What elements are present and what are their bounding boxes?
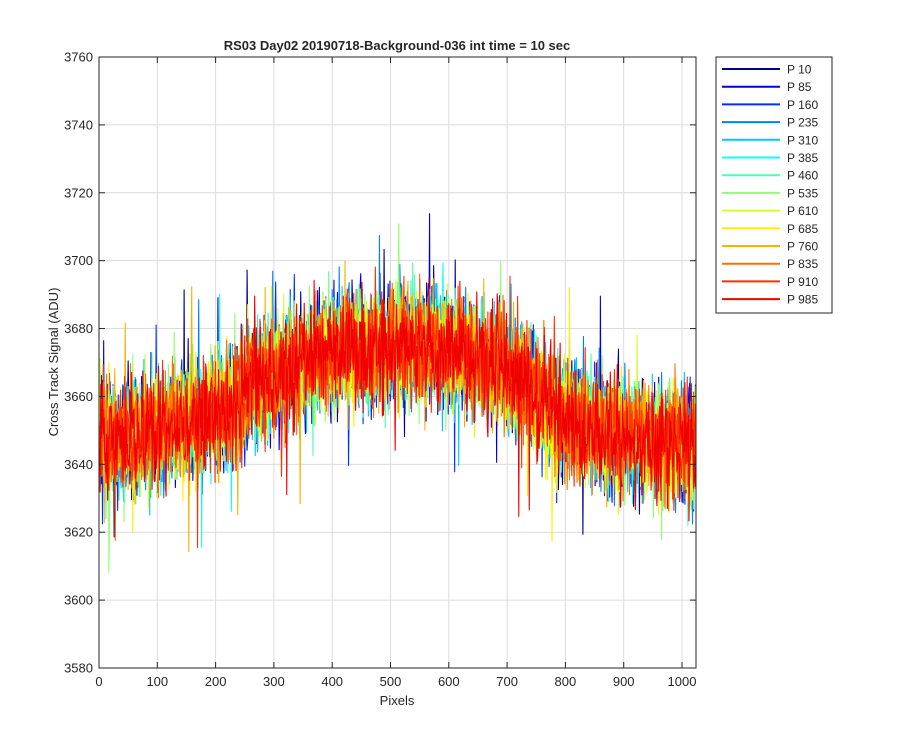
x-tick-label: 1000 [668, 674, 697, 689]
y-tick-label: 3740 [64, 117, 93, 132]
legend-item: P 310 [722, 133, 818, 147]
x-axis-label: Pixels [380, 693, 415, 708]
y-tick-label: 3720 [64, 185, 93, 200]
y-tick-label: 3700 [64, 253, 93, 268]
legend-item: P 910 [722, 275, 818, 289]
legend-label: P 160 [787, 98, 818, 112]
tick-labels: 0 100 200 300 400 500 600 700 800 900 1000 3580 3600… [64, 50, 696, 690]
y-tick-label: 3640 [64, 457, 93, 472]
y-tick-label: 3680 [64, 321, 93, 336]
legend-item: P 10 [722, 63, 812, 77]
legend-item: P 985 [722, 293, 818, 307]
legend: P 10 P 85 P 160 P 235 P 310 P 385 P 460 P 535 P … [715, 56, 833, 314]
x-tick-label: 100 [146, 674, 168, 689]
chart-title: RS03 Day02 20190718-Background-036 int t… [224, 38, 571, 53]
legend-label: P 310 [787, 133, 818, 147]
legend-item: P 535 [722, 186, 818, 200]
x-tick-label: 300 [263, 674, 285, 689]
legend-item: P 835 [722, 257, 818, 271]
y-axis-label: Cross Track Signal (ADU) [46, 288, 61, 437]
x-tick-label: 400 [321, 674, 343, 689]
legend-label: P 10 [787, 63, 812, 77]
legend-item: P 235 [722, 116, 818, 130]
legend-item: P 85 [722, 80, 812, 94]
x-tick-label: 700 [496, 674, 518, 689]
x-tick-label: 500 [380, 674, 402, 689]
y-tick-label: 3600 [64, 593, 93, 608]
y-tick-label: 3760 [64, 50, 93, 65]
legend-box [715, 56, 833, 314]
x-tick-label: 0 [95, 674, 102, 689]
legend-item: P 460 [722, 169, 818, 183]
y-tick-label: 3620 [64, 525, 93, 540]
legend-label: P 685 [787, 222, 818, 236]
legend-item: P 160 [722, 98, 818, 112]
legend-label: P 760 [787, 240, 818, 254]
legend-label: P 85 [787, 80, 812, 94]
series-group [99, 213, 696, 574]
legend-label: P 985 [787, 293, 818, 307]
x-tick-label: 800 [555, 674, 577, 689]
legend-label: P 385 [787, 151, 818, 165]
legend-label: P 835 [787, 257, 818, 271]
x-tick-label: 200 [205, 674, 227, 689]
legend-label: P 535 [787, 186, 818, 200]
y-tick-label: 3660 [64, 389, 93, 404]
x-tick-label: 900 [613, 674, 635, 689]
legend-item: P 685 [722, 222, 818, 236]
ticks [98, 56, 696, 669]
legend-item: P 385 [722, 151, 818, 165]
legend-label: P 910 [787, 275, 818, 289]
legend-item: P 610 [722, 204, 818, 218]
plot-frame [98, 56, 697, 669]
series-line-p-985 [99, 277, 696, 522]
legend-label: P 460 [787, 169, 818, 183]
x-tick-label: 600 [438, 674, 460, 689]
legend-item: P 760 [722, 240, 818, 254]
legend-label: P 235 [787, 116, 818, 130]
legend-label: P 610 [787, 204, 818, 218]
y-tick-label: 3580 [64, 661, 93, 676]
